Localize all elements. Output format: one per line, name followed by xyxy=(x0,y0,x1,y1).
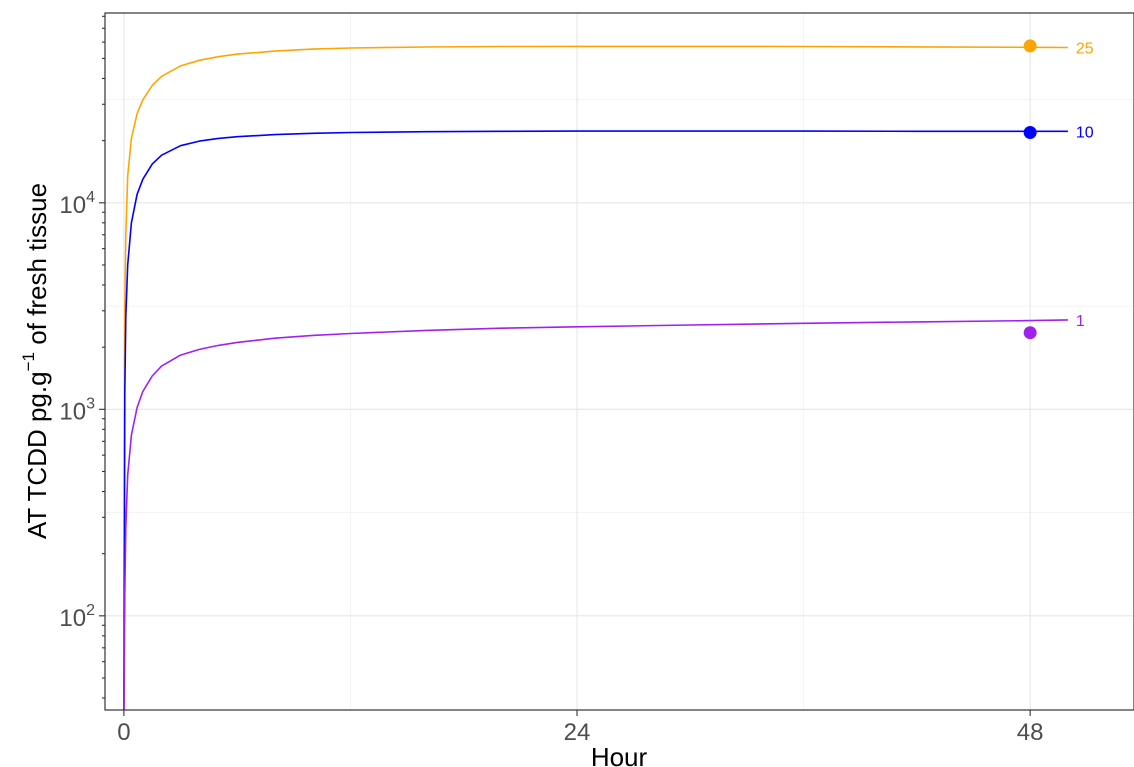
y-tick-label-exponent: 2 xyxy=(86,602,95,619)
series-label-25: 25 xyxy=(1076,40,1094,57)
y-tick-label: 103 xyxy=(59,395,95,425)
ticks xyxy=(99,15,1031,716)
x-tick-label: 48 xyxy=(1017,719,1044,746)
y-axis-title-superscript: −1 xyxy=(19,352,38,371)
y-tick-label-base: 10 xyxy=(59,192,86,219)
series-line-1 xyxy=(123,319,1068,711)
y-tick-label-exponent: 4 xyxy=(86,189,95,206)
grid xyxy=(105,13,1134,710)
y-axis-title-main: AT TCDD pg.g xyxy=(22,371,52,539)
plot-frame xyxy=(104,12,1134,711)
series-label-10: 10 xyxy=(1076,124,1094,141)
x-tick-label: 0 xyxy=(117,719,130,746)
y-tick-label: 102 xyxy=(59,602,95,632)
observed-point-1 xyxy=(1023,326,1037,340)
observed-point-10 xyxy=(1023,125,1037,139)
y-tick-label-exponent: 3 xyxy=(86,395,95,412)
y-axis-title-rest: of fresh tissue xyxy=(22,183,52,352)
series-label-1: 1 xyxy=(1076,313,1085,330)
series-line-25 xyxy=(123,45,1068,711)
y-axis-title: AT TCDD pg.g−1 of fresh tissue xyxy=(19,183,52,539)
x-tick-label: 24 xyxy=(564,719,591,746)
y-tick-label-base: 10 xyxy=(59,398,86,425)
y-tick-label-base: 10 xyxy=(59,605,86,632)
x-axis-title: Hour xyxy=(591,742,648,767)
series-line-10 xyxy=(123,130,1068,711)
series-layer xyxy=(123,39,1068,711)
y-tick-label: 104 xyxy=(59,189,95,219)
observed-point-25 xyxy=(1023,39,1037,53)
